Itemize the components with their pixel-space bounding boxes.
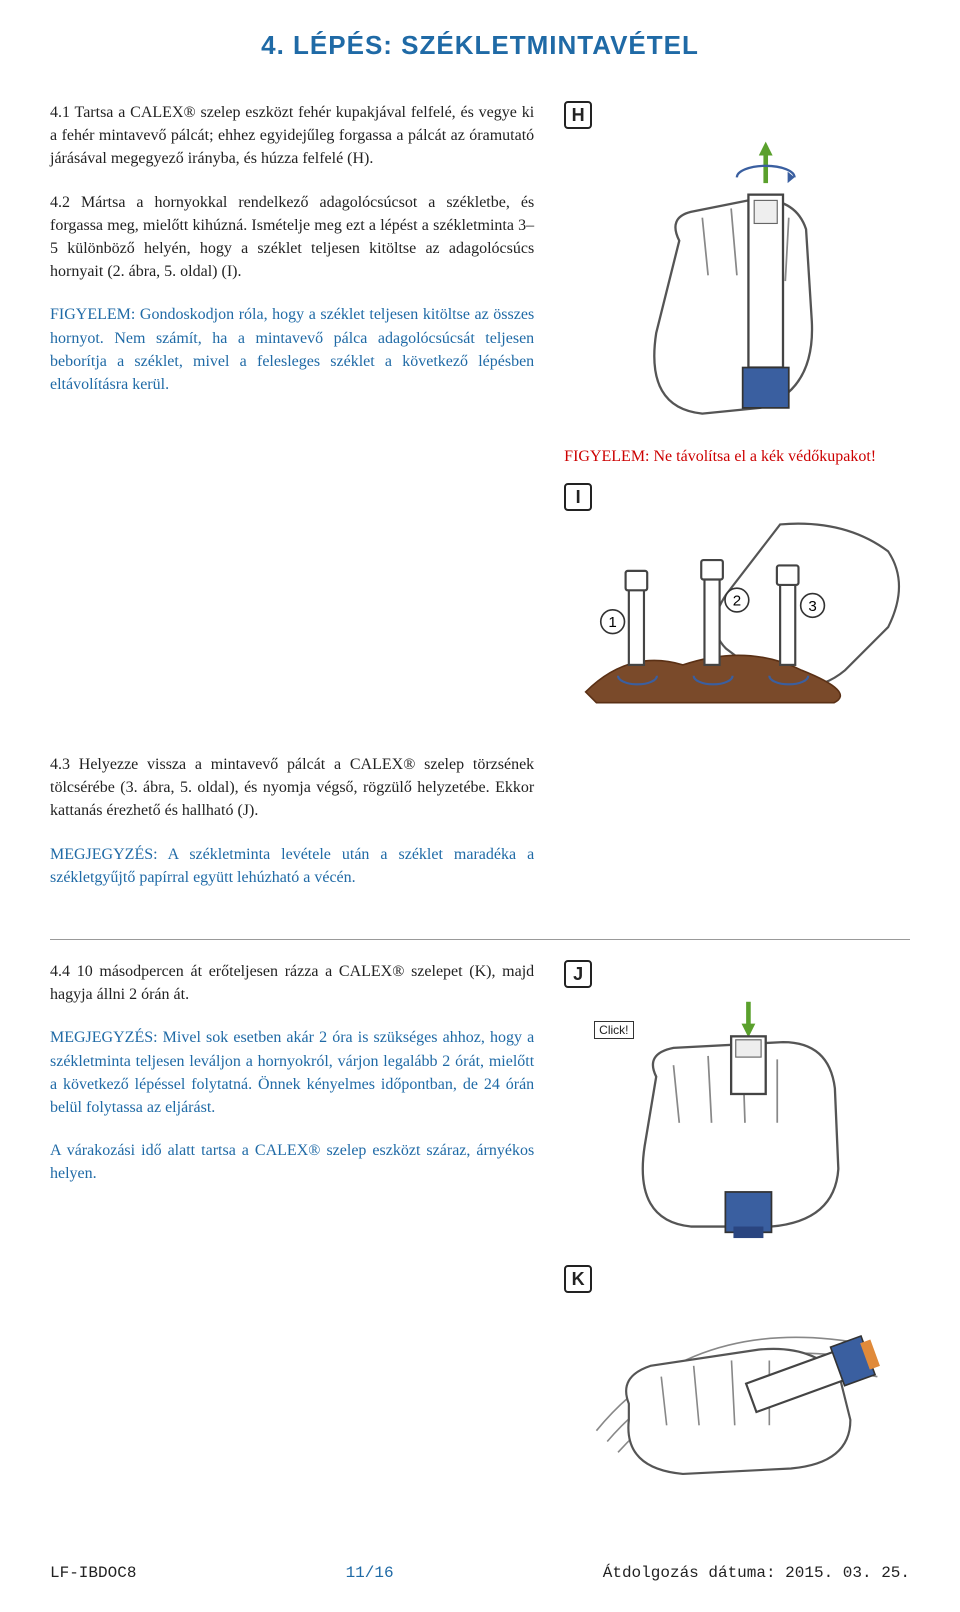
figure-k: K bbox=[564, 1265, 910, 1485]
figure-i-label: I bbox=[564, 483, 592, 511]
fig-i-n2: 2 bbox=[733, 592, 741, 609]
step-4-3: 4.3 Helyezze vissza a mintavevő pálcát a… bbox=[50, 753, 534, 823]
figure-h: H bbox=[564, 101, 910, 468]
figure-i: I bbox=[564, 483, 910, 714]
step-4-3-note: MEGJEGYZÉS: A székletminta levétele után… bbox=[50, 843, 534, 889]
figure-k-svg bbox=[564, 1301, 910, 1485]
figure-h-label: H bbox=[564, 101, 592, 129]
row-41-42: 4.1 Tartsa a CALEX® szelep eszközt fehér… bbox=[50, 101, 910, 728]
step-4-4-note1: MEGJEGYZÉS: Mivel sok esetben akár 2 óra… bbox=[50, 1026, 534, 1119]
figure-j: J Click! bbox=[564, 960, 910, 1250]
page-footer: LF-IBDOC8 11/16 Átdolgozás dátuma: 2015.… bbox=[0, 1554, 960, 1612]
separator bbox=[50, 939, 910, 940]
figure-k-label: K bbox=[564, 1265, 592, 1293]
figure-j-click: Click! bbox=[594, 1021, 633, 1039]
row-44: 4.4 10 másodpercen át erőteljesen rázza … bbox=[50, 960, 910, 1499]
footer-page: 11/16 bbox=[346, 1564, 394, 1582]
figure-j-label: J bbox=[564, 960, 592, 988]
step-4-4-note2: A várakozási idő alatt tartsa a CALEX® s… bbox=[50, 1139, 534, 1185]
figure-h-caption: FIGYELEM: Ne távolítsa el a kék védőkupa… bbox=[564, 447, 910, 468]
figure-i-svg: 1 2 3 bbox=[564, 519, 910, 714]
step-4-1: 4.1 Tartsa a CALEX® szelep eszközt fehér… bbox=[50, 101, 534, 171]
fig-i-n3: 3 bbox=[809, 597, 817, 614]
fig-i-n1: 1 bbox=[609, 614, 617, 631]
step-4-2-note: FIGYELEM: Gondoskodjon róla, hogy a szék… bbox=[50, 303, 534, 396]
step-4-2: 4.2 Mártsa a hornyokkal rendelkező adago… bbox=[50, 191, 534, 284]
figure-h-svg bbox=[564, 137, 910, 437]
footer-right: Átdolgozás dátuma: 2015. 03. 25. bbox=[603, 1564, 910, 1582]
footer-left: LF-IBDOC8 bbox=[50, 1564, 136, 1582]
page-title: 4. LÉPÉS: SZÉKLETMINTAVÉTEL bbox=[50, 30, 910, 61]
row-43: 4.3 Helyezze vissza a mintavevő pálcát a… bbox=[50, 753, 910, 909]
step-4-4: 4.4 10 másodpercen át erőteljesen rázza … bbox=[50, 960, 534, 1006]
